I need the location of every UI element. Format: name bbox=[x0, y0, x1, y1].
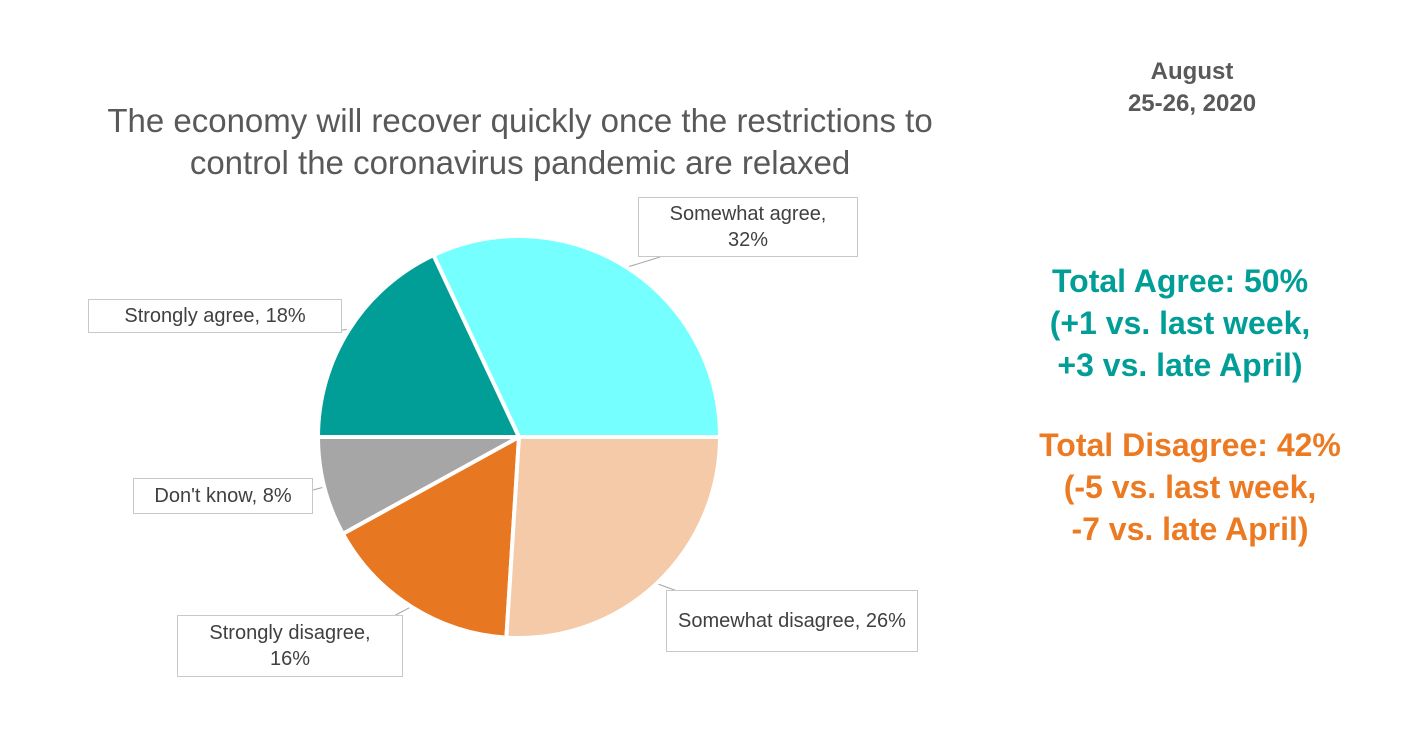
slice-label-somewhat-agree: Somewhat agree, 32% bbox=[638, 197, 858, 257]
total-agree-line3: +3 vs. late April) bbox=[1057, 347, 1303, 383]
slice-label-text: Somewhat disagree, 26% bbox=[678, 610, 906, 632]
slice-label-strongly-disagree: Strongly disagree, 16% bbox=[177, 615, 403, 677]
total-agree-line1: Total Agree: 50% bbox=[1051, 263, 1309, 299]
pie-slice-strongly-agree bbox=[316, 253, 521, 439]
slice-label-strongly-agree: Strongly agree, 18% bbox=[88, 299, 342, 333]
total-disagree-line1: Total Disagree: 42% bbox=[1039, 427, 1341, 463]
slice-label-text: Don't know, 8% bbox=[154, 485, 292, 507]
pie-slice-somewhat-disagree bbox=[504, 435, 722, 640]
survey-date-line2: 25-26, 2020 bbox=[1127, 90, 1257, 117]
total-agree-summary: Total Agree: 50% (+1 vs. last week, +3 v… bbox=[970, 260, 1390, 386]
total-disagree-line3: -7 vs. late April) bbox=[1071, 511, 1309, 547]
slice-label-somewhat-disagree: Somewhat disagree, 26% bbox=[666, 590, 918, 652]
chart-title-line1: The economy will recover quickly once th… bbox=[107, 102, 933, 139]
slice-label-dont-know: Don't know, 8% bbox=[133, 478, 313, 514]
pie-slice-strongly-disagree bbox=[340, 435, 521, 640]
leader-line bbox=[626, 256, 661, 268]
slice-label-text: Somewhat agree, 32% bbox=[669, 203, 827, 251]
pie-slice-somewhat-agree bbox=[431, 234, 722, 439]
slice-label-text: Strongly disagree, 16% bbox=[209, 622, 371, 670]
chart-title-line2: control the coronavirus pandemic are rel… bbox=[189, 144, 851, 181]
survey-date: August 25-26, 2020 bbox=[1092, 56, 1292, 120]
survey-date-line1: August bbox=[1150, 58, 1234, 85]
total-disagree-summary: Total Disagree: 42% (-5 vs. last week, -… bbox=[980, 424, 1400, 550]
total-disagree-line2: (-5 vs. last week, bbox=[1063, 469, 1317, 505]
slice-label-text: Strongly agree, 18% bbox=[124, 305, 306, 327]
chart-title: The economy will recover quickly once th… bbox=[40, 100, 1000, 184]
total-agree-line2: (+1 vs. last week, bbox=[1049, 305, 1311, 341]
pie-slices bbox=[316, 234, 722, 640]
